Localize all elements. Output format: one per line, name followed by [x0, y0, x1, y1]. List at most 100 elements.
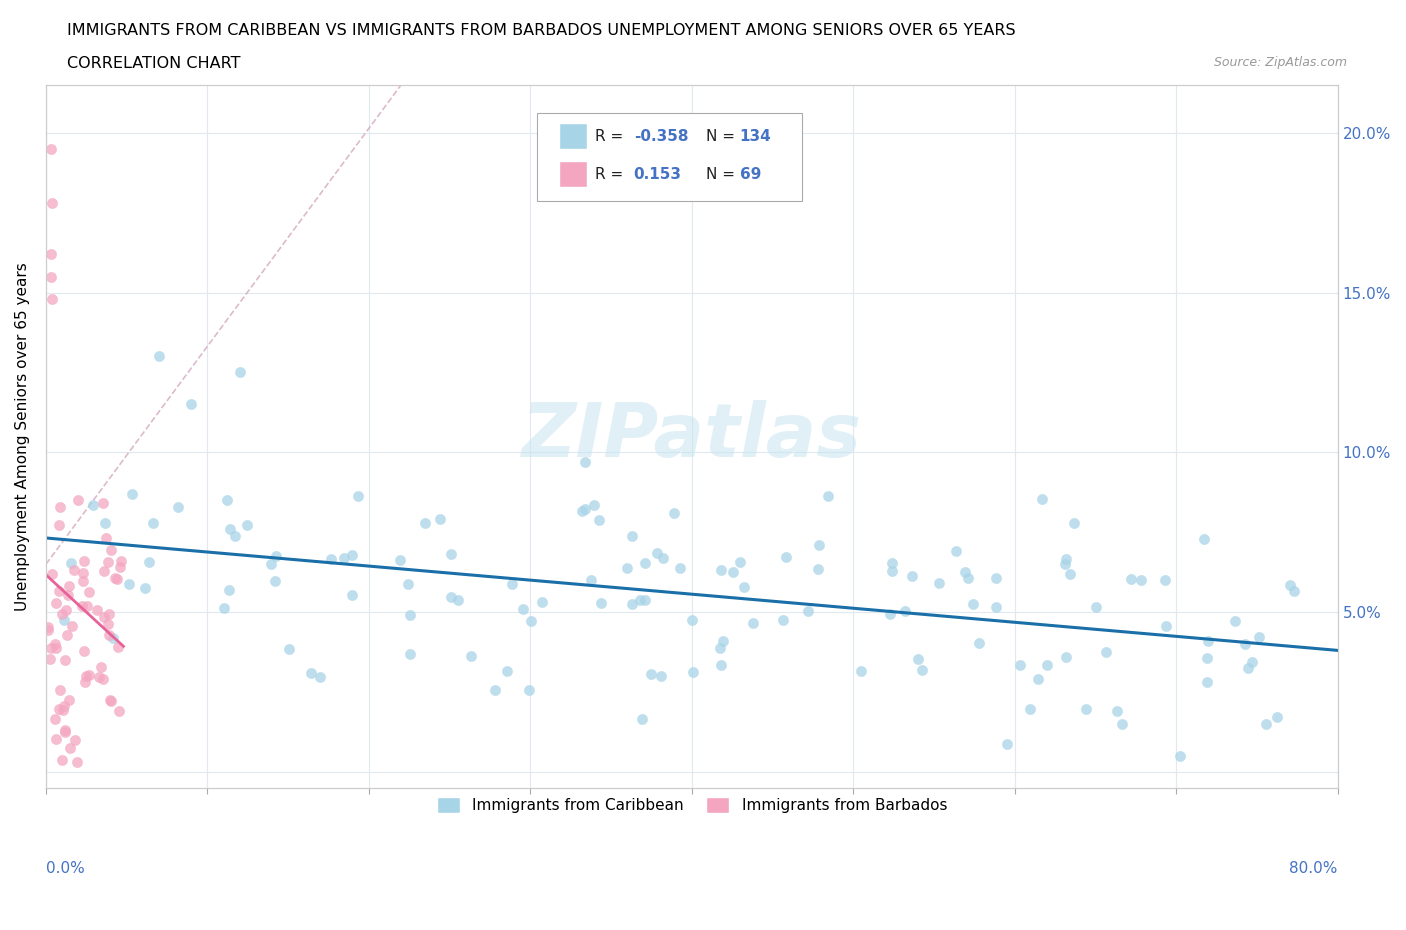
Point	[413, 516, 436, 531]
Point	[86, 603, 108, 618]
Point	[96, 530, 118, 545]
Point	[984, 570, 1007, 585]
Point	[1168, 749, 1191, 764]
Point	[721, 565, 744, 579]
Point	[893, 603, 915, 618]
Point	[1054, 649, 1077, 664]
Point	[1233, 636, 1256, 651]
Point	[512, 601, 534, 616]
Point	[93, 564, 115, 578]
Point	[49, 499, 72, 514]
Point	[495, 664, 517, 679]
Point	[107, 640, 129, 655]
Point	[620, 529, 643, 544]
Point	[1197, 650, 1219, 665]
Point	[229, 365, 252, 379]
Point	[1279, 578, 1302, 592]
Point	[928, 575, 950, 590]
Text: CORRELATION CHART: CORRELATION CHART	[67, 56, 240, 71]
Point	[733, 579, 755, 594]
Point	[398, 607, 420, 622]
Legend: Immigrants from Caribbean, Immigrants from Barbados: Immigrants from Caribbean, Immigrants fr…	[430, 790, 953, 819]
Point	[1130, 572, 1153, 587]
Point	[1031, 492, 1053, 507]
Point	[1282, 583, 1305, 598]
Point	[1223, 614, 1246, 629]
Point	[588, 512, 610, 527]
Point	[772, 613, 794, 628]
Point	[399, 647, 422, 662]
Point	[108, 560, 131, 575]
Point	[72, 565, 94, 580]
Point	[730, 554, 752, 569]
Point	[62, 563, 84, 578]
Point	[911, 662, 934, 677]
Point	[236, 518, 259, 533]
Point	[440, 590, 463, 604]
Point	[1026, 671, 1049, 686]
Point	[817, 489, 839, 504]
Point	[97, 606, 120, 621]
Point	[775, 550, 797, 565]
Point	[1085, 599, 1108, 614]
Point	[652, 551, 675, 565]
Point	[1111, 717, 1133, 732]
Point	[100, 694, 122, 709]
Point	[1254, 716, 1277, 731]
Point	[39, 246, 62, 261]
Text: -0.358: -0.358	[634, 128, 689, 143]
Point	[148, 349, 170, 364]
Point	[484, 683, 506, 698]
Point	[711, 633, 734, 648]
Point	[259, 556, 281, 571]
Point	[517, 683, 540, 698]
Point	[628, 592, 651, 607]
Point	[66, 493, 89, 508]
Point	[38, 652, 60, 667]
Point	[45, 641, 67, 656]
Point	[91, 496, 114, 511]
Point	[742, 616, 765, 631]
Point	[76, 598, 98, 613]
Point	[669, 561, 692, 576]
Point	[616, 561, 638, 576]
Text: 0.153: 0.153	[634, 166, 682, 181]
Point	[48, 701, 70, 716]
Point	[41, 195, 63, 210]
Point	[460, 649, 482, 664]
Point	[60, 618, 83, 633]
Point	[52, 703, 75, 718]
Point	[1247, 629, 1270, 644]
FancyBboxPatch shape	[537, 113, 801, 201]
Point	[37, 620, 59, 635]
Point	[48, 517, 70, 532]
Point	[75, 674, 97, 689]
Point	[1154, 572, 1177, 587]
Point	[583, 498, 606, 512]
Point	[389, 552, 412, 567]
Point	[56, 627, 79, 642]
Point	[681, 613, 703, 628]
Point	[986, 600, 1008, 615]
Point	[1192, 532, 1215, 547]
Point	[710, 658, 733, 672]
Point	[807, 538, 830, 552]
Point	[224, 528, 246, 543]
Point	[167, 499, 190, 514]
Point	[278, 641, 301, 656]
Point	[97, 628, 120, 643]
Point	[530, 594, 553, 609]
Point	[59, 741, 82, 756]
Text: R =: R =	[595, 128, 628, 143]
Point	[37, 622, 59, 637]
Point	[41, 291, 63, 306]
Text: IMMIGRANTS FROM CARIBBEAN VS IMMIGRANTS FROM BARBADOS UNEMPLOYMENT AMONG SENIORS: IMMIGRANTS FROM CARIBBEAN VS IMMIGRANTS …	[67, 23, 1017, 38]
Point	[52, 699, 75, 714]
Point	[44, 711, 66, 726]
Text: 134: 134	[740, 128, 772, 143]
Point	[110, 553, 132, 568]
Point	[1054, 551, 1077, 566]
Point	[49, 683, 72, 698]
Point	[645, 546, 668, 561]
Text: R =: R =	[595, 166, 628, 181]
